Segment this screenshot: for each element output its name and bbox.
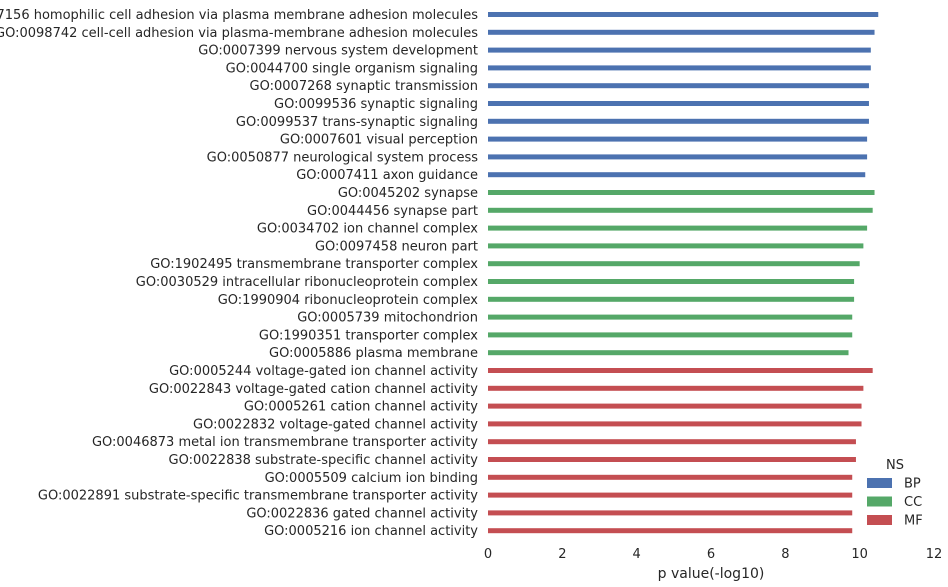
- bar-bp: [488, 29, 875, 35]
- category-label: GO:0045202 synapse: [338, 186, 478, 201]
- category-label: GO:0044456 synapse part: [307, 204, 478, 219]
- category-label: GO:0007399 nervous system development: [198, 44, 478, 59]
- legend-title: NS: [886, 458, 904, 473]
- legend-label-bp: BP: [904, 477, 921, 492]
- bar-cc: [488, 207, 873, 213]
- bar-bp: [488, 118, 869, 124]
- category-label: GO:0007268 synaptic transmission: [250, 79, 478, 94]
- category-label: GO:1990351 transporter complex: [259, 328, 478, 343]
- category-label: GO:0030529 intracellular ribonucleoprote…: [136, 275, 479, 290]
- category-label: GO:0005509 calcium ion binding: [265, 471, 478, 486]
- category-label: GO:0050877 neurological system process: [207, 150, 479, 165]
- bar-bp: [488, 172, 866, 178]
- category-label: GO:0005739 mitochondrion: [297, 311, 478, 326]
- bar-cc: [488, 190, 875, 195]
- category-label: GO:0099537 trans-synaptic signaling: [236, 115, 478, 130]
- bar-mf: [488, 457, 856, 462]
- bar-cc: [488, 261, 860, 267]
- category-label: GO:0022838 substrate-specific channel ac…: [169, 453, 479, 468]
- category-label: GO:0005261 cation channel activity: [244, 400, 478, 415]
- bar-bp: [488, 154, 868, 160]
- bar-bp: [488, 12, 879, 17]
- category-label: GO:0022836 gated channel activity: [246, 506, 478, 521]
- bar-bp: [488, 47, 871, 53]
- bar-cc: [488, 332, 853, 338]
- category-label: GO:0098742 cell-cell adhesion via plasma…: [0, 26, 478, 41]
- category-labels: GO:0007156 homophilic cell adhesion via …: [0, 8, 478, 539]
- bar-mf: [488, 421, 862, 427]
- category-label: GO:0022843 voltage-gated cation channel …: [149, 382, 478, 397]
- bar-cc: [488, 350, 849, 356]
- x-axis-title: p value(-log10): [658, 566, 765, 582]
- category-label: GO:0099536 synaptic signaling: [274, 97, 478, 112]
- category-label: GO:0022832 voltage-gated channel activit…: [193, 417, 478, 432]
- legend-swatch-mf: [867, 515, 892, 525]
- x-tick-label: 12: [926, 547, 943, 562]
- x-tick-labels: 0 2 4 6 8 10 12: [484, 547, 942, 562]
- category-label: GO:0005244 voltage-gated ion channel act…: [169, 364, 478, 379]
- x-tick-label: 4: [633, 547, 641, 562]
- x-tick-label: 10: [851, 547, 868, 562]
- bars: [488, 12, 879, 534]
- x-tick-label: 6: [707, 547, 715, 562]
- bar-mf: [488, 474, 853, 480]
- legend-swatch-cc: [867, 496, 892, 507]
- bar-cc: [488, 225, 868, 231]
- category-label: GO:1902495 transmembrane transporter com…: [150, 257, 478, 272]
- category-label: GO:0034702 ion channel complex: [257, 222, 478, 237]
- x-tick-label: 8: [781, 547, 789, 562]
- category-label: GO:0005216 ion channel activity: [264, 524, 478, 539]
- x-tick-label: 2: [558, 547, 566, 562]
- legend-label-mf: MF: [904, 514, 923, 529]
- category-label: GO:0046873 metal ion transmembrane trans…: [92, 435, 478, 450]
- category-label: GO:0022891 substrate-specific transmembr…: [38, 489, 478, 504]
- bar-cc: [488, 296, 855, 302]
- category-label: GO:0007601 visual perception: [280, 133, 478, 148]
- x-tick-label: 0: [484, 547, 492, 562]
- bar-mf: [488, 439, 856, 445]
- bar-cc: [488, 279, 855, 284]
- bar-mf: [488, 385, 864, 391]
- bar-mf: [488, 368, 873, 373]
- bar-bp: [488, 136, 868, 142]
- bar-cc: [488, 314, 853, 320]
- category-label: GO:0044700 single organism signaling: [226, 61, 478, 76]
- legend-items: BP CC MF: [867, 477, 923, 529]
- category-label: GO:0007411 axon guidance: [296, 168, 478, 183]
- bar-mf: [488, 403, 862, 409]
- category-label: GO:0005886 plasma membrane: [269, 346, 478, 361]
- bar-bp: [488, 83, 869, 89]
- bar-mf: [488, 492, 853, 498]
- bar-cc: [488, 243, 864, 249]
- legend: NS BP CC MF: [867, 458, 923, 529]
- bar-bp: [488, 65, 871, 71]
- category-label: GO:1990904 ribonucleoprotein complex: [218, 293, 479, 308]
- legend-swatch-bp: [867, 478, 892, 488]
- category-label: GO:0097458 neuron part: [315, 239, 478, 254]
- bar-mf: [488, 510, 853, 516]
- category-label: GO:0007156 homophilic cell adhesion via …: [0, 8, 478, 23]
- bar-bp: [488, 101, 869, 106]
- legend-label-cc: CC: [904, 495, 922, 510]
- bar-mf: [488, 528, 853, 534]
